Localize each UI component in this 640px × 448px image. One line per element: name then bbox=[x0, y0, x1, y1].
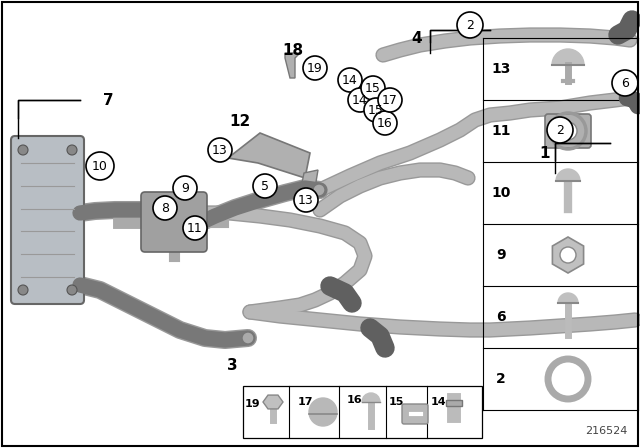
FancyBboxPatch shape bbox=[402, 404, 428, 424]
Text: 16: 16 bbox=[347, 395, 363, 405]
Text: 9: 9 bbox=[181, 181, 189, 194]
Wedge shape bbox=[556, 169, 580, 181]
Text: 2: 2 bbox=[466, 18, 474, 31]
Circle shape bbox=[242, 332, 254, 344]
Text: 3: 3 bbox=[227, 358, 237, 374]
Text: 11: 11 bbox=[492, 124, 511, 138]
Text: 14: 14 bbox=[352, 94, 368, 107]
Text: 9: 9 bbox=[496, 248, 506, 262]
Text: 13: 13 bbox=[298, 194, 314, 207]
Text: 17: 17 bbox=[382, 94, 398, 107]
Text: 8: 8 bbox=[161, 202, 169, 215]
Circle shape bbox=[373, 111, 397, 135]
Text: 15: 15 bbox=[368, 103, 384, 116]
Wedge shape bbox=[552, 49, 584, 65]
Text: 2: 2 bbox=[496, 372, 506, 386]
Text: 13: 13 bbox=[212, 143, 228, 156]
Circle shape bbox=[559, 122, 577, 140]
Circle shape bbox=[208, 138, 232, 162]
Text: 19: 19 bbox=[245, 399, 261, 409]
Wedge shape bbox=[309, 398, 337, 426]
Wedge shape bbox=[558, 293, 578, 303]
Text: 10: 10 bbox=[92, 159, 108, 172]
Circle shape bbox=[560, 247, 576, 263]
Circle shape bbox=[183, 216, 207, 240]
Circle shape bbox=[364, 98, 388, 122]
Text: 6: 6 bbox=[621, 77, 629, 90]
Circle shape bbox=[253, 174, 277, 198]
Text: 13: 13 bbox=[492, 62, 511, 76]
Text: 15: 15 bbox=[388, 397, 404, 407]
Text: 19: 19 bbox=[307, 61, 323, 74]
Text: 11: 11 bbox=[187, 221, 203, 234]
Circle shape bbox=[547, 117, 573, 143]
Circle shape bbox=[86, 152, 114, 180]
Circle shape bbox=[153, 196, 177, 220]
Polygon shape bbox=[552, 237, 584, 273]
FancyBboxPatch shape bbox=[11, 136, 84, 304]
Text: 18: 18 bbox=[282, 43, 303, 57]
Text: 2: 2 bbox=[556, 124, 564, 137]
Circle shape bbox=[173, 176, 197, 200]
Polygon shape bbox=[263, 395, 283, 409]
Circle shape bbox=[378, 88, 402, 112]
Circle shape bbox=[18, 145, 28, 155]
Text: 10: 10 bbox=[492, 186, 511, 200]
Text: 14: 14 bbox=[430, 397, 446, 407]
Circle shape bbox=[612, 70, 638, 96]
FancyBboxPatch shape bbox=[141, 192, 207, 252]
Circle shape bbox=[313, 184, 325, 196]
Text: 7: 7 bbox=[102, 92, 113, 108]
Text: 1: 1 bbox=[540, 146, 550, 160]
Circle shape bbox=[338, 68, 362, 92]
Circle shape bbox=[348, 88, 372, 112]
Circle shape bbox=[361, 76, 385, 100]
Circle shape bbox=[457, 12, 483, 38]
Text: 15: 15 bbox=[365, 82, 381, 95]
Wedge shape bbox=[362, 393, 380, 402]
Text: 17: 17 bbox=[297, 397, 313, 407]
Text: 5: 5 bbox=[261, 180, 269, 193]
Bar bbox=[446, 400, 462, 406]
Text: 14: 14 bbox=[342, 73, 358, 86]
Circle shape bbox=[294, 188, 318, 212]
Polygon shape bbox=[300, 170, 318, 193]
Text: 6: 6 bbox=[496, 310, 506, 324]
Polygon shape bbox=[228, 133, 310, 178]
Circle shape bbox=[18, 285, 28, 295]
Polygon shape bbox=[285, 53, 300, 78]
Text: 16: 16 bbox=[377, 116, 393, 129]
FancyBboxPatch shape bbox=[545, 114, 591, 148]
Text: 4: 4 bbox=[412, 30, 422, 46]
Bar bbox=[243, 386, 482, 438]
Circle shape bbox=[303, 56, 327, 80]
Text: 12: 12 bbox=[229, 113, 251, 129]
Circle shape bbox=[67, 145, 77, 155]
Text: 216524: 216524 bbox=[584, 426, 627, 436]
Circle shape bbox=[67, 285, 77, 295]
